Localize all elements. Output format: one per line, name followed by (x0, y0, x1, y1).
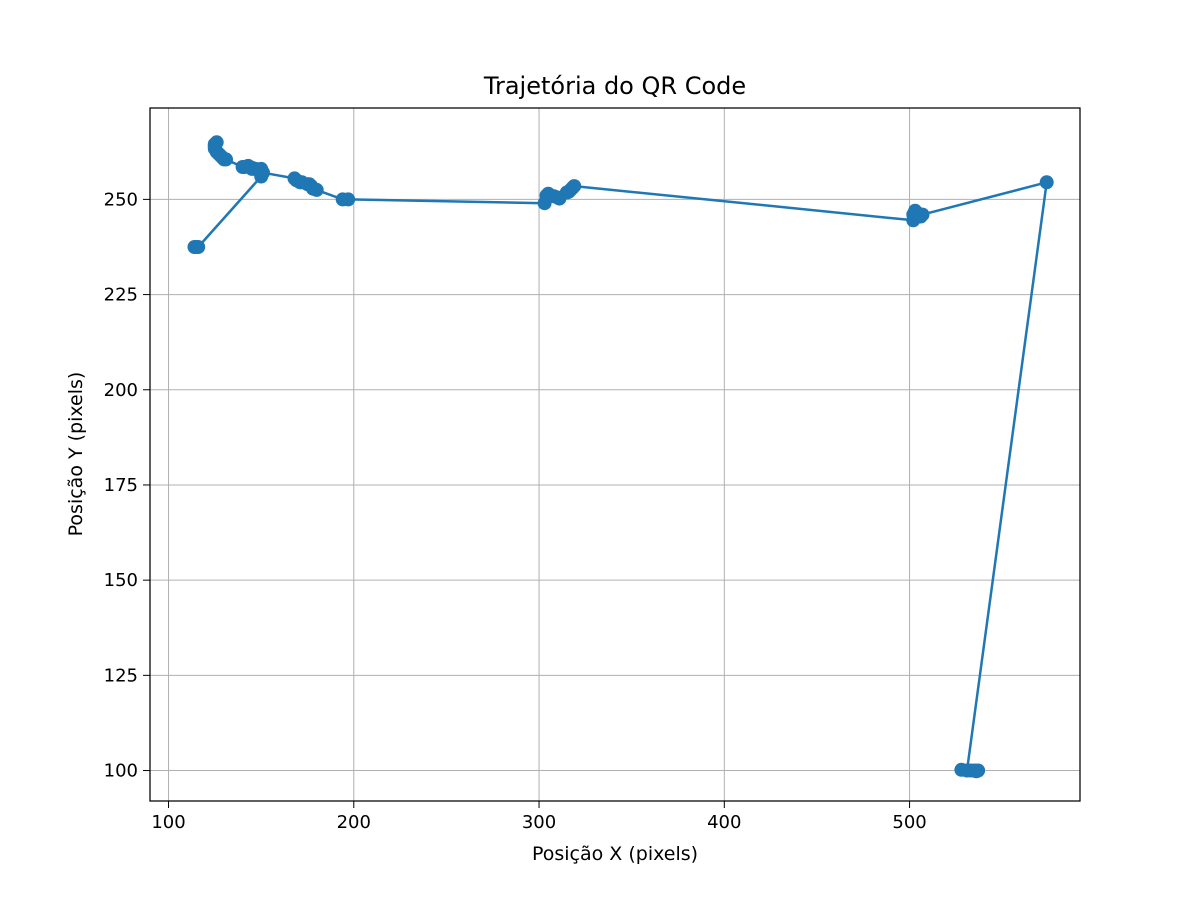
y-axis-label: Posição Y (pixels) (65, 372, 87, 537)
y-tick-label: 125 (104, 665, 138, 686)
trajectory-point (309, 182, 324, 197)
trajectory-point (341, 192, 356, 207)
y-tick-label: 225 (104, 285, 138, 306)
trajectory-point (191, 240, 206, 254)
trajectory-point (567, 179, 582, 194)
trajectory-point (219, 152, 233, 167)
y-tick-label: 200 (104, 380, 138, 401)
x-tick-label: 500 (892, 812, 926, 833)
trajectory-point (256, 165, 270, 180)
x-tick-label: 100 (151, 812, 185, 833)
trajectory-point (915, 207, 930, 222)
y-tick-label: 250 (104, 189, 138, 210)
x-tick-label: 200 (337, 812, 371, 833)
trajectory-point (969, 764, 984, 779)
plot-area-frame (149, 107, 1081, 802)
chart-title: Trajetória do QR Code (483, 72, 746, 100)
x-tick-label: 300 (522, 812, 556, 833)
x-axis-label: Posição X (pixels) (532, 843, 698, 865)
y-tick-label: 150 (104, 570, 138, 591)
y-tick-label: 100 (104, 761, 138, 782)
series-layer (187, 135, 1054, 779)
trajectory-point (1039, 175, 1054, 190)
axis-ticks: 100 200 300 400 500 100 125 150 175 200 225 250 (104, 189, 927, 833)
x-tick-label: 400 (707, 812, 741, 833)
y-tick-label: 175 (104, 475, 138, 496)
grid-lines (150, 108, 1080, 801)
